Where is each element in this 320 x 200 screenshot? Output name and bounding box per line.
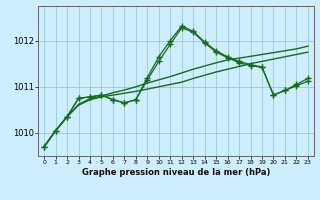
X-axis label: Graphe pression niveau de la mer (hPa): Graphe pression niveau de la mer (hPa)	[82, 168, 270, 177]
